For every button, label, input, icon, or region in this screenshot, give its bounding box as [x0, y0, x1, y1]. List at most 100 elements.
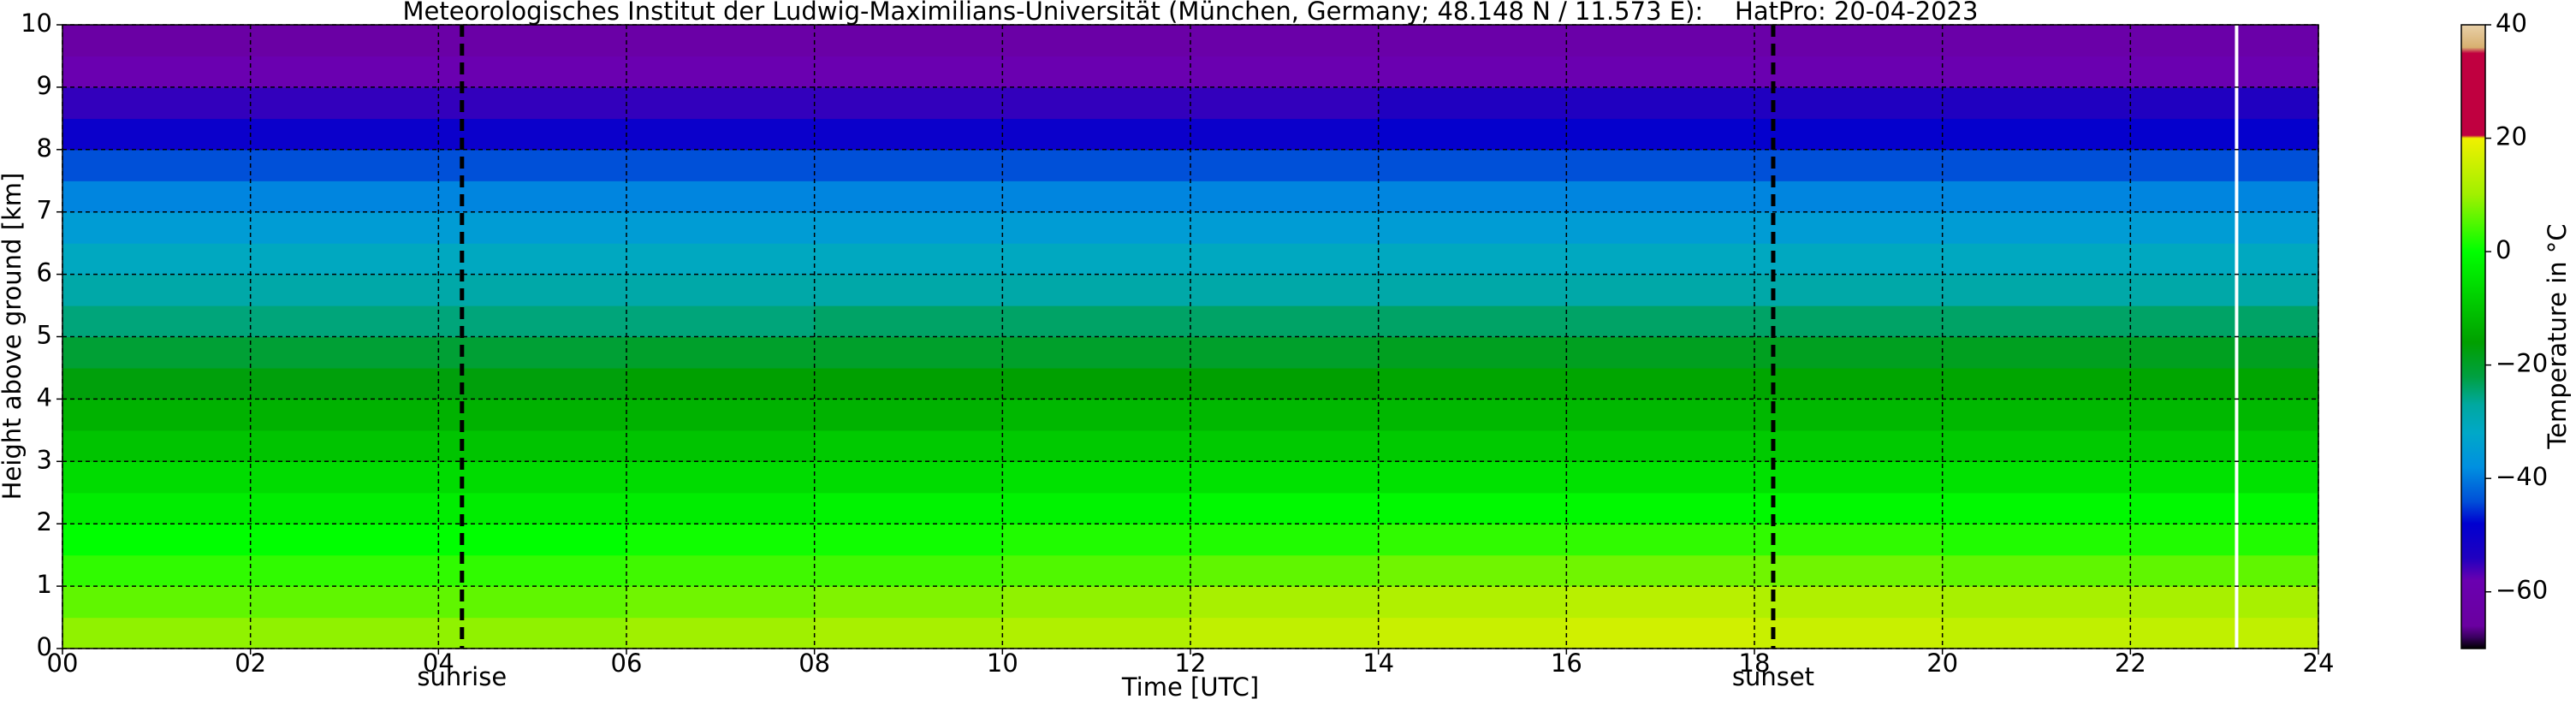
- heat-cell: [62, 25, 252, 57]
- heat-cell: [2130, 524, 2319, 556]
- x-tick-label: 16: [1551, 649, 1582, 678]
- heat-cell: [1566, 461, 1755, 494]
- heat-cell: [438, 554, 627, 587]
- heat-cell: [626, 554, 816, 587]
- heat-cell: [1378, 367, 1567, 400]
- heat-cell: [1566, 399, 1755, 431]
- heat-cell: [2130, 461, 2319, 494]
- y-tick-label: 8: [37, 133, 52, 163]
- x-tick-label: 08: [798, 649, 830, 678]
- heat-cell: [1190, 367, 1380, 400]
- heat-cell: [1378, 524, 1567, 556]
- heat-cell: [1190, 25, 1380, 57]
- x-tick-label: 24: [2303, 649, 2335, 678]
- heat-cell: [250, 181, 439, 213]
- heat-cell: [62, 181, 252, 213]
- heat-cell: [1002, 554, 1191, 587]
- heat-cell: [2130, 56, 2319, 88]
- heat-cell: [1566, 524, 1755, 556]
- heat-cell: [1754, 149, 1944, 181]
- heat-cell: [250, 243, 439, 275]
- heat-cell: [1190, 524, 1380, 556]
- heat-cell: [438, 181, 627, 213]
- heat-cell: [1002, 211, 1191, 244]
- x-tick-label: 22: [2115, 649, 2146, 678]
- heat-cell: [250, 461, 439, 494]
- heat-cell: [1002, 181, 1191, 213]
- heat-cell: [626, 399, 816, 431]
- heat-cell: [438, 367, 627, 400]
- heat-cell: [814, 492, 1003, 524]
- heat-cell: [814, 118, 1003, 151]
- heat-cell: [1002, 367, 1191, 400]
- y-tick-label: 7: [37, 196, 52, 225]
- heat-cell: [1190, 461, 1380, 494]
- heat-cell: [1566, 181, 1755, 213]
- colorbar-tick-label: −40: [2496, 462, 2548, 491]
- y-tick-label: 1: [37, 570, 52, 599]
- heat-cell: [438, 336, 627, 369]
- heat-cell: [1754, 25, 1944, 57]
- heat-cell: [626, 367, 816, 400]
- heat-cell: [1754, 305, 1944, 338]
- heat-cell: [62, 243, 252, 275]
- heat-cell: [1002, 25, 1191, 57]
- heat-cell: [1002, 524, 1191, 556]
- heat-cell: [62, 554, 252, 587]
- heat-cell: [1190, 274, 1380, 306]
- heat-cell: [1566, 305, 1755, 338]
- heat-cell: [250, 586, 439, 619]
- heat-cell: [250, 118, 439, 151]
- heat-cell: [626, 118, 816, 151]
- heat-cell: [62, 274, 252, 306]
- heat-cell: [2130, 492, 2319, 524]
- heat-cell: [1942, 524, 2131, 556]
- heat-cell: [250, 274, 439, 306]
- heat-cell: [2130, 305, 2319, 338]
- heat-cell: [1942, 211, 2131, 244]
- heat-cell: [438, 399, 627, 431]
- heat-cell: [626, 524, 816, 556]
- heat-cell: [814, 399, 1003, 431]
- heat-cell: [1754, 211, 1944, 244]
- heat-cell: [814, 461, 1003, 494]
- heat-cell: [62, 211, 252, 244]
- heat-cell: [1566, 430, 1755, 462]
- heat-cell: [1754, 86, 1944, 119]
- x-tick-label: 00: [47, 649, 79, 678]
- heat-cell: [626, 25, 816, 57]
- x-tick-label: 02: [234, 649, 266, 678]
- heat-cell: [1566, 211, 1755, 244]
- heat-cell: [2130, 149, 2319, 181]
- heat-cell: [626, 617, 816, 649]
- heatmap: [62, 25, 2319, 649]
- x-tick-label: 18: [1739, 649, 1771, 678]
- heat-cell: [250, 430, 439, 462]
- heat-cell: [1378, 305, 1567, 338]
- heat-cell: [1378, 554, 1567, 587]
- colorbar: [2460, 24, 2486, 649]
- heat-cell: [2130, 430, 2319, 462]
- heat-cell: [2130, 118, 2319, 151]
- heat-cell: [1754, 336, 1944, 369]
- heat-cell: [1378, 149, 1567, 181]
- heat-cell: [438, 56, 627, 88]
- y-tick-label: 10: [21, 9, 52, 38]
- heat-cell: [250, 367, 439, 400]
- annotation-label: sunset: [1732, 662, 1814, 691]
- heat-cell: [1378, 56, 1567, 88]
- heat-cell: [814, 336, 1003, 369]
- heat-cell: [1942, 617, 2131, 649]
- heat-cell: [1754, 617, 1944, 649]
- y-tick-label: 3: [37, 445, 52, 474]
- heat-cell: [438, 461, 627, 494]
- heat-cell: [626, 181, 816, 213]
- heat-cell: [1002, 86, 1191, 119]
- heat-cell: [438, 492, 627, 524]
- heat-cell: [2130, 617, 2319, 649]
- colorbar-label: Temperature in °C: [2543, 223, 2572, 449]
- heat-cell: [1190, 118, 1380, 151]
- heat-cell: [1566, 56, 1755, 88]
- heat-cell: [1378, 243, 1567, 275]
- heat-cell: [626, 149, 816, 181]
